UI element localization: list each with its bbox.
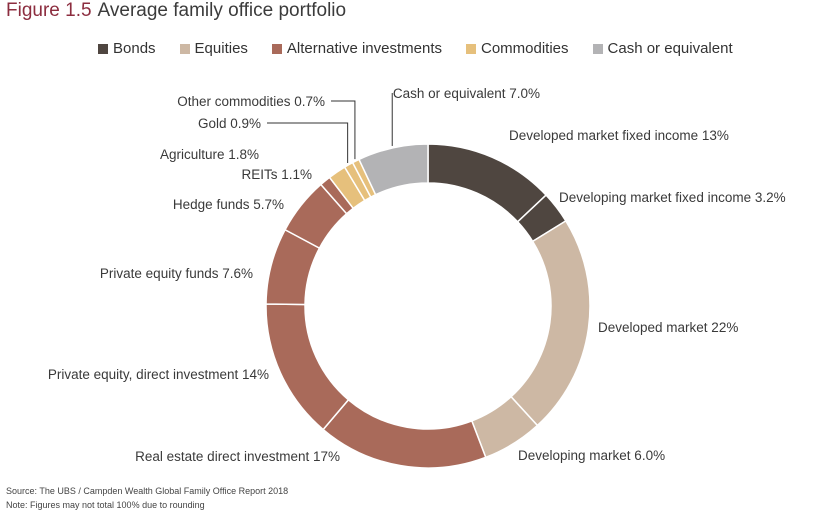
donut-slice	[510, 219, 591, 427]
donut-slice	[427, 143, 548, 223]
slice-label: Gold 0.9%	[198, 116, 261, 131]
legend-item: Commodities	[466, 40, 569, 57]
donut-slice	[322, 398, 487, 469]
chart-legend: Bonds Equities Alternative investments Comm…	[98, 40, 733, 57]
legend-label: Alternative investments	[286, 40, 442, 57]
leader-line	[331, 100, 356, 160]
slice-label: REITs 1.1%	[241, 167, 312, 182]
legend-swatch	[592, 43, 603, 54]
legend-label: Commodities	[481, 40, 569, 57]
leader-line	[267, 122, 349, 164]
slice-label: Developed market fixed income 13%	[509, 128, 729, 143]
legend-swatch	[271, 43, 282, 54]
slice-label: Developed market 22%	[598, 320, 738, 335]
legend-label: Equities	[194, 40, 248, 57]
slice-label: Agriculture 1.8%	[160, 147, 259, 162]
rounding-note: Note: Figures may not total 100% due to …	[6, 500, 205, 510]
legend-item: Equities	[179, 40, 248, 57]
donut-chart: Developed market fixed income 13% Develop…	[48, 86, 786, 469]
legend-item: Alternative investments	[271, 40, 442, 57]
legend-swatch	[179, 43, 190, 54]
legend-swatch	[466, 43, 476, 54]
slice-label: Developing market fixed income 3.2%	[559, 190, 786, 205]
legend-label: Bonds	[113, 40, 156, 57]
slice-label: Other commodities 0.7%	[177, 94, 325, 109]
figure-title-text: Average family office portfolio	[97, 0, 347, 21]
legend-item: Cash or equivalent	[592, 40, 733, 57]
source-note: Source: The UBS / Campden Wealth Global …	[6, 486, 289, 496]
donut-slice	[265, 303, 350, 431]
chart-footer: Source: The UBS / Campden Wealth Global …	[6, 484, 288, 512]
slice-label: Private equity funds 7.6%	[100, 266, 253, 281]
slice-label: Hedge funds 5.7%	[173, 197, 284, 212]
legend-label: Cash or equivalent	[607, 40, 733, 57]
slice-label: Cash or equivalent 7.0%	[393, 86, 540, 101]
legend-swatch	[98, 43, 108, 54]
figure-number: Figure 1.5	[6, 0, 92, 21]
donut-slice	[358, 143, 429, 196]
slice-label: Private equity, direct investment 14%	[48, 367, 269, 382]
legend-item: Bonds	[98, 40, 156, 57]
slice-label: Developing market 6.0%	[518, 448, 665, 463]
slice-label: Real estate direct investment 17%	[135, 449, 340, 464]
chart-title: Figure 1.5 Average family office portfoli…	[6, 0, 346, 22]
